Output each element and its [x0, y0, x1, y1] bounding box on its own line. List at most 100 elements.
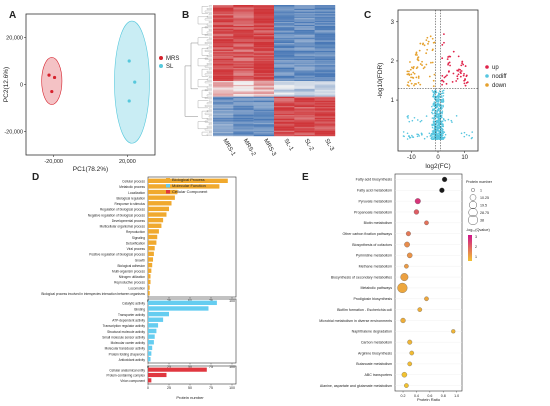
go-category-label: Molecular carrier activity — [111, 341, 146, 345]
heatmap-cell — [294, 129, 315, 131]
heatmap-cell — [314, 88, 336, 91]
volcano-point-up — [448, 61, 451, 64]
volcano-point-nodiff — [417, 133, 420, 136]
volcano-point-nodiff — [471, 131, 474, 133]
dendrogram-branch — [206, 31, 212, 34]
heatmap-cell — [294, 118, 315, 121]
heatmap-cell — [233, 107, 254, 109]
heatmap-cell — [294, 42, 315, 45]
heatmap-cell — [213, 70, 234, 73]
heatmap-cell — [233, 91, 254, 93]
heatmap-cell — [213, 121, 234, 124]
heatmap-cell — [233, 15, 254, 17]
volcano-point-up — [441, 74, 444, 77]
volcano-point-nodiff — [408, 136, 411, 139]
heatmap-cell — [314, 6, 336, 8]
pca-legend-label-sl: SL — [166, 64, 174, 70]
volcano-point-up — [464, 65, 467, 67]
heatmap-cell — [274, 126, 295, 129]
kegg-category-label: Pyruvate metabolism — [358, 199, 392, 203]
heatmap-cell — [233, 101, 254, 104]
heatmap-cell — [274, 92, 295, 95]
kegg-bubble — [400, 317, 406, 324]
heatmap-cell — [274, 88, 295, 91]
volcano-point-down — [406, 84, 409, 86]
heatmap-cell — [314, 52, 336, 54]
heatmap-cell — [274, 133, 295, 135]
heatmap-cell — [314, 122, 336, 125]
go-category-label: Developmental process — [112, 219, 146, 223]
volcano-point-nodiff — [430, 134, 432, 136]
kegg-bubble — [405, 231, 411, 237]
volcano-point-down — [432, 79, 435, 82]
heatmap-cell — [253, 46, 275, 49]
go-bar — [148, 223, 162, 228]
heatmap-cell — [314, 54, 336, 57]
heatmap-cell — [253, 10, 275, 12]
heatmap-cell — [274, 56, 295, 58]
go-category-label: Growth — [135, 258, 146, 262]
heatmap-cell — [274, 77, 295, 79]
heatmap-cell — [314, 84, 336, 87]
volcano-point-down — [417, 77, 420, 79]
kegg-category-label: Biofilm formation - Escherichia coli — [337, 308, 392, 312]
kegg-xtick-label: 1.0 — [454, 394, 459, 398]
heatmap-cell — [213, 115, 234, 117]
heatmap-cell — [233, 88, 254, 91]
volcano-point-down — [426, 48, 429, 51]
volcano-point-nodiff — [442, 98, 445, 101]
heatmap-cell — [233, 67, 254, 70]
volcano-point-nodiff — [439, 106, 442, 108]
volcano-point-nodiff — [433, 133, 436, 135]
heatmap-cell — [294, 32, 315, 35]
heatmap-cell — [213, 62, 234, 65]
heatmap-cell — [314, 62, 336, 65]
heatmap-cell — [213, 126, 234, 129]
heatmap-cell — [314, 16, 336, 19]
volcano-point-nodiff — [437, 99, 440, 102]
volcano-point-nodiff — [438, 122, 441, 125]
kegg-category-label: Pyrimidine metabolism — [356, 254, 392, 258]
pca-ytick-label: -20,000 — [4, 130, 23, 136]
go-category-label: Metabolic process — [119, 185, 145, 189]
heatmap-cell — [233, 84, 254, 87]
heatmap-cell — [233, 121, 254, 124]
heatmap-cell — [213, 96, 234, 99]
heatmap-cell — [294, 6, 315, 8]
volcano-legend-label-nodiff: nodiff — [492, 74, 507, 80]
volcano-point-nodiff — [450, 119, 453, 122]
go-legend-swatch — [166, 184, 170, 188]
pca-xtick-label: 20,000 — [119, 159, 136, 165]
heatmap-cell — [294, 92, 315, 95]
heatmap-cell — [213, 50, 234, 53]
heatmap-cell — [274, 78, 295, 80]
heatmap-cell — [274, 80, 295, 83]
pca-point-mrs-1 — [52, 75, 57, 80]
kegg-bubble — [407, 252, 413, 259]
volcano-xtick-label: 0 — [436, 155, 440, 161]
heatmap-cell — [314, 63, 336, 66]
dendrogram-branch — [204, 112, 212, 115]
volcano-point-nodiff — [435, 103, 438, 106]
heatmap-cell — [314, 82, 336, 84]
heatmap-cell — [314, 19, 336, 21]
heatmap-cell — [294, 71, 315, 74]
heatmap-cell — [314, 104, 336, 107]
kegg-bubble — [417, 307, 423, 312]
heatmap-cell — [233, 7, 254, 10]
heatmap-cell — [213, 45, 234, 48]
heatmap-cell — [253, 32, 275, 35]
volcano-point-up — [441, 83, 444, 86]
dendrogram-branch — [208, 5, 212, 8]
heatmap-cell — [233, 126, 254, 129]
go-bar — [148, 274, 151, 279]
heatmap-cell — [274, 122, 295, 125]
volcano-point-nodiff — [439, 119, 441, 121]
kegg-bubble — [413, 209, 420, 215]
volcano-point-nodiff — [436, 127, 439, 129]
heatmap-cell — [253, 65, 275, 67]
volcano-point-nodiff — [433, 96, 435, 98]
heatmap-cell — [233, 133, 254, 135]
heatmap-cell — [253, 116, 275, 118]
volcano-point-nodiff — [442, 101, 444, 103]
